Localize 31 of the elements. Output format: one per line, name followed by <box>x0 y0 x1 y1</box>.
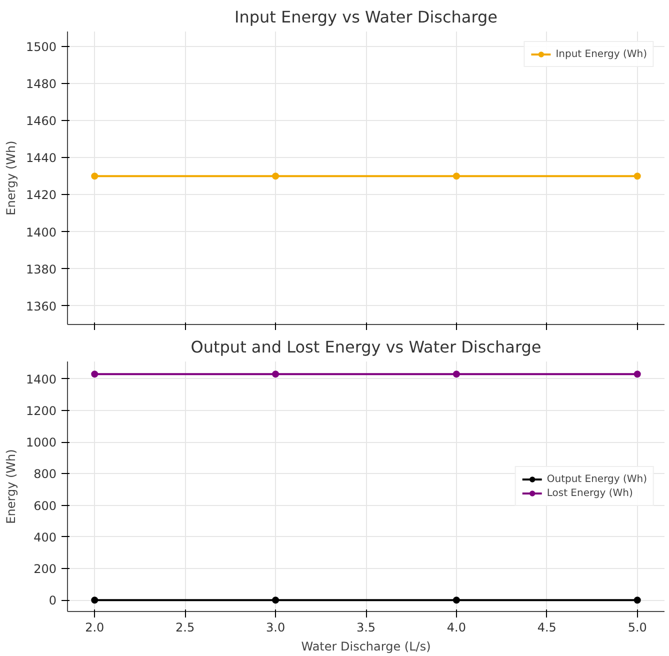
y-tick-label: 400 <box>34 530 56 544</box>
y-tick-label: 1360 <box>26 299 57 314</box>
x-tick-label: 4.5 <box>537 620 556 634</box>
x-tick-label: 5.0 <box>628 620 647 634</box>
y-tick-label: 200 <box>34 562 56 576</box>
x-tick-label: 2.5 <box>176 620 195 634</box>
x-tick-label: 2.0 <box>85 620 104 634</box>
y-axis-title: Energy (Wh) <box>4 140 18 216</box>
chart-title: Output and Lost Energy vs Water Discharge <box>190 338 542 356</box>
legend-label: Input Energy (Wh) <box>556 48 647 60</box>
x-axis-title: Water Discharge (L/s) <box>301 640 431 654</box>
y-tick-label: 1400 <box>26 225 57 240</box>
y-tick-label: 1500 <box>26 40 57 54</box>
y-tick-label: 1440 <box>26 151 57 166</box>
y-tick-label: 600 <box>34 498 56 513</box>
y-tick-label: 0 <box>48 594 57 608</box>
y-axis-title: Energy (Wh) <box>4 449 18 524</box>
y-tick-label: 1480 <box>26 76 57 91</box>
legend-label: Output Energy (Wh) <box>546 473 647 485</box>
legend-label: Lost Energy (Wh) <box>546 487 633 499</box>
chart-title: Input Energy vs Water Discharge <box>234 8 498 26</box>
y-tick-label: 1200 <box>26 404 57 418</box>
y-tick-label: 1420 <box>26 188 57 202</box>
y-tick-label: 1460 <box>26 114 57 128</box>
y-tick-label: 1400 <box>26 372 57 386</box>
y-tick-label: 1380 <box>26 262 57 276</box>
x-tick-label: 4.0 <box>446 620 466 634</box>
x-tick-label: 3.0 <box>266 620 286 634</box>
x-tick-label: 3.5 <box>356 620 376 634</box>
y-tick-label: 1000 <box>26 436 57 450</box>
y-tick-label: 800 <box>34 467 56 482</box>
